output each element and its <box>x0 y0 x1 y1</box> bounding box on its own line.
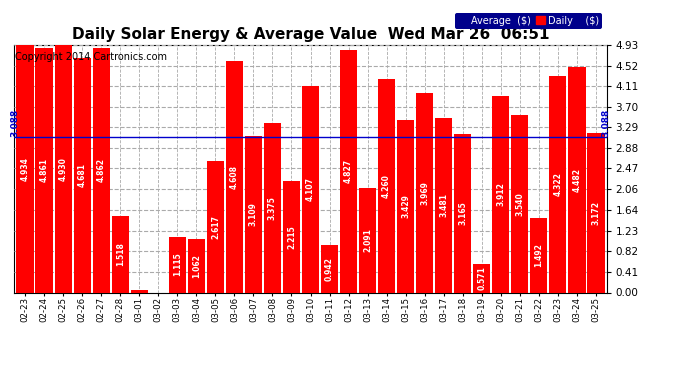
Text: 0.571: 0.571 <box>477 266 486 290</box>
Text: 3.429: 3.429 <box>401 195 410 218</box>
Bar <box>454 134 471 292</box>
Text: 2.091: 2.091 <box>363 228 372 252</box>
Text: 4.862: 4.862 <box>97 159 106 183</box>
Bar <box>74 57 91 292</box>
Text: 4.827: 4.827 <box>344 159 353 183</box>
Text: 3.088: 3.088 <box>10 109 19 138</box>
Bar <box>55 45 72 292</box>
Bar <box>188 239 205 292</box>
Bar <box>435 118 453 292</box>
Text: 3.912: 3.912 <box>496 182 505 206</box>
Bar <box>264 123 282 292</box>
Text: 4.930: 4.930 <box>59 157 68 181</box>
Text: 4.260: 4.260 <box>382 174 391 198</box>
Text: 1.115: 1.115 <box>173 253 182 276</box>
Bar <box>397 120 414 292</box>
Bar <box>35 48 53 292</box>
Text: 4.107: 4.107 <box>306 177 315 201</box>
Text: 3.540: 3.540 <box>515 192 524 216</box>
Bar <box>416 93 433 292</box>
Bar <box>587 133 604 292</box>
Text: 4.681: 4.681 <box>78 163 87 187</box>
Bar <box>473 264 491 292</box>
Bar <box>378 79 395 292</box>
Bar <box>511 115 529 292</box>
Bar <box>321 245 338 292</box>
Text: 2.617: 2.617 <box>211 215 220 239</box>
Bar <box>549 75 566 292</box>
Legend: Average  ($), Daily    ($): Average ($), Daily ($) <box>455 13 602 28</box>
Text: 3.969: 3.969 <box>420 181 429 205</box>
Text: 1.062: 1.062 <box>192 254 201 278</box>
Bar <box>168 237 186 292</box>
Text: Copyright 2014 Cartronics.com: Copyright 2014 Cartronics.com <box>14 53 167 62</box>
Text: 2.215: 2.215 <box>287 225 296 249</box>
Bar <box>530 217 547 292</box>
Bar <box>207 161 224 292</box>
Bar <box>359 188 376 292</box>
Text: 3.109: 3.109 <box>249 202 258 226</box>
Text: 3.375: 3.375 <box>268 196 277 220</box>
Bar <box>226 61 243 292</box>
Text: 4.322: 4.322 <box>553 172 562 196</box>
Text: 1.492: 1.492 <box>534 243 543 267</box>
Text: 4.482: 4.482 <box>572 168 581 192</box>
Text: 4.861: 4.861 <box>40 159 49 183</box>
Bar <box>92 48 110 292</box>
Bar <box>17 45 34 292</box>
Bar <box>302 86 319 292</box>
Text: 4.934: 4.934 <box>21 157 30 181</box>
Title: Daily Solar Energy & Average Value  Wed Mar 26  06:51: Daily Solar Energy & Average Value Wed M… <box>72 27 549 42</box>
Bar <box>339 50 357 292</box>
Bar <box>492 96 509 292</box>
Bar <box>130 290 148 292</box>
Text: 3.481: 3.481 <box>439 193 448 217</box>
Text: 3.088: 3.088 <box>602 109 611 138</box>
Text: 1.518: 1.518 <box>116 243 125 266</box>
Bar <box>112 216 129 292</box>
Bar <box>568 68 586 292</box>
Text: 4.608: 4.608 <box>230 165 239 189</box>
Text: 3.172: 3.172 <box>591 201 600 225</box>
Bar <box>245 136 262 292</box>
Bar <box>283 181 300 292</box>
Text: 3.165: 3.165 <box>458 201 467 225</box>
Text: 0.942: 0.942 <box>325 257 334 281</box>
